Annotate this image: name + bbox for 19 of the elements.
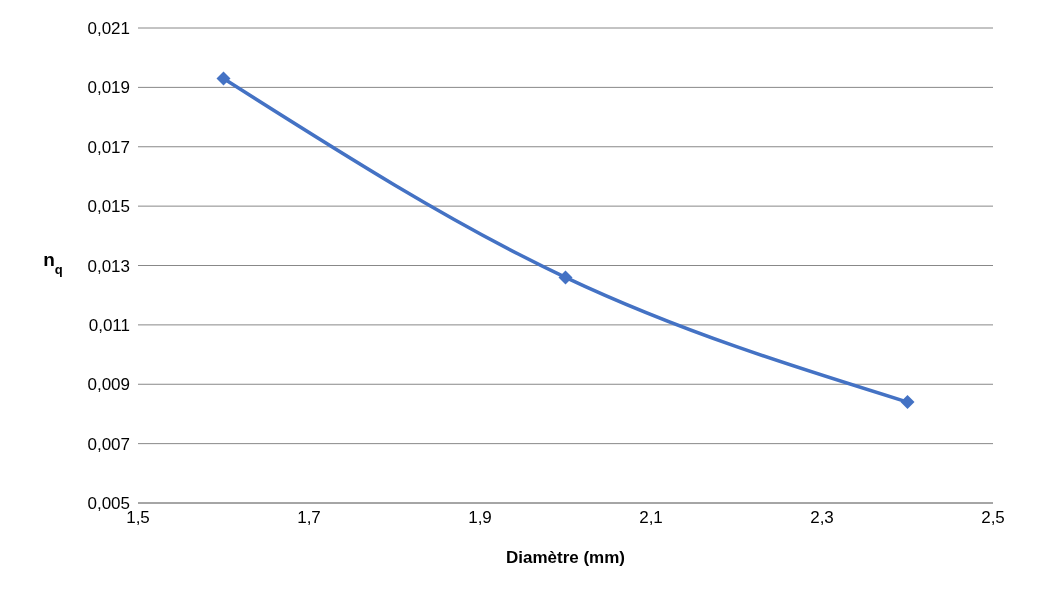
x-tick-label: 2,1 — [639, 508, 663, 528]
x-tick-label: 1,5 — [126, 508, 150, 528]
y-tick-label: 0,011 — [88, 315, 130, 335]
y-tick-label: 0,013 — [87, 256, 130, 276]
y-tick-label: 0,009 — [87, 375, 130, 395]
x-tick-label: 2,3 — [810, 508, 834, 528]
y-tick-label: 0,015 — [87, 197, 130, 217]
point — [216, 71, 231, 86]
y-tick-label: 0,017 — [87, 137, 130, 157]
x-tick-label: 1,7 — [297, 508, 321, 528]
x-tick-label: 1,9 — [468, 508, 492, 528]
y-tick-label: 0,019 — [87, 78, 130, 98]
point — [558, 270, 573, 285]
point — [900, 395, 915, 410]
x-axis-title: Diamètre (mm) — [505, 548, 626, 567]
x-tick-label: 2,5 — [981, 508, 1005, 528]
y-tick-label: 0,021 — [87, 19, 130, 39]
y-axis-title: n$_{q}$ — [43, 248, 63, 276]
y-tick-label: 0,007 — [87, 434, 130, 454]
